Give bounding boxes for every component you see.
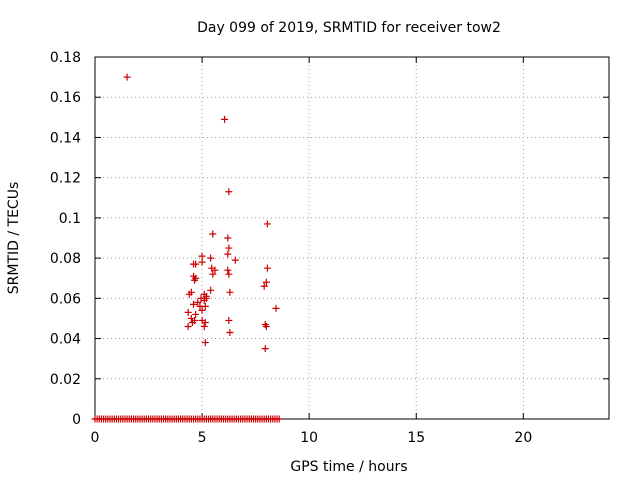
chart-title: Day 099 of 2019, SRMTID for receiver tow…	[197, 20, 501, 36]
data-point	[221, 115, 229, 123]
data-point	[209, 270, 217, 278]
grid-lines	[95, 57, 609, 419]
data-point	[202, 294, 210, 302]
x-tick-label: 20	[514, 430, 532, 446]
data-point	[200, 322, 208, 330]
data-point	[261, 345, 269, 353]
data-point	[191, 276, 199, 284]
data-point	[190, 300, 198, 308]
data-point	[201, 318, 209, 326]
data-point	[260, 282, 268, 290]
y-tick-label: 0.12	[50, 171, 81, 187]
data-point	[185, 290, 193, 298]
x-tick-label: 5	[198, 430, 207, 446]
data-point	[198, 252, 206, 260]
data-point	[225, 188, 233, 196]
data-point	[192, 310, 200, 318]
y-tick-label: 0.06	[50, 291, 81, 307]
data-point	[262, 322, 270, 330]
x-tick-labels: 0 5 10 15 20	[91, 430, 533, 446]
y-tick-label: 0.04	[50, 332, 81, 348]
plot-frame	[94, 56, 610, 420]
y-axis-label: SRMTID / TECUs	[6, 182, 22, 295]
data-point	[224, 266, 232, 274]
data-point	[225, 316, 233, 324]
data-point	[207, 254, 215, 262]
data-point	[263, 220, 271, 228]
data-point	[224, 250, 232, 258]
zero-point	[275, 415, 283, 423]
data-point	[198, 306, 206, 314]
data-point	[201, 302, 209, 310]
data-point	[209, 230, 217, 238]
data-point	[225, 244, 233, 252]
x-tick-label: 0	[91, 430, 100, 446]
data-point	[272, 304, 280, 312]
data-point	[226, 329, 234, 337]
data-point	[207, 286, 215, 294]
data-point	[188, 318, 196, 326]
data-point	[194, 298, 202, 306]
data-point	[225, 270, 233, 278]
y-tick-label: 0	[72, 412, 81, 428]
y-tick-label: 0.16	[50, 90, 81, 106]
data-point	[231, 256, 239, 264]
data-points	[91, 73, 283, 423]
x-axis-label: GPS time / hours	[290, 459, 407, 475]
y-tick-label: 0.14	[50, 130, 81, 146]
y-tick-labels: 0 0.02 0.04 0.06 0.08 0.1 0.12 0.14 0.16 0.18	[50, 50, 81, 428]
y-tick-label: 0.18	[50, 50, 81, 66]
data-point	[198, 258, 206, 266]
data-point	[224, 234, 232, 242]
data-point	[262, 278, 270, 286]
y-tick-label: 0.1	[59, 211, 81, 227]
axis-ticks	[94, 56, 609, 420]
data-point	[201, 339, 209, 347]
data-point	[263, 264, 271, 272]
data-point	[184, 322, 192, 330]
x-tick-label: 10	[300, 430, 318, 446]
data-point	[184, 308, 192, 316]
y-tick-label: 0.08	[50, 251, 81, 267]
data-point	[211, 266, 219, 274]
data-point	[226, 288, 234, 296]
y-tick-label: 0.02	[50, 372, 81, 388]
x-tick-label: 15	[407, 430, 425, 446]
data-point	[123, 73, 131, 81]
data-point	[192, 260, 200, 268]
